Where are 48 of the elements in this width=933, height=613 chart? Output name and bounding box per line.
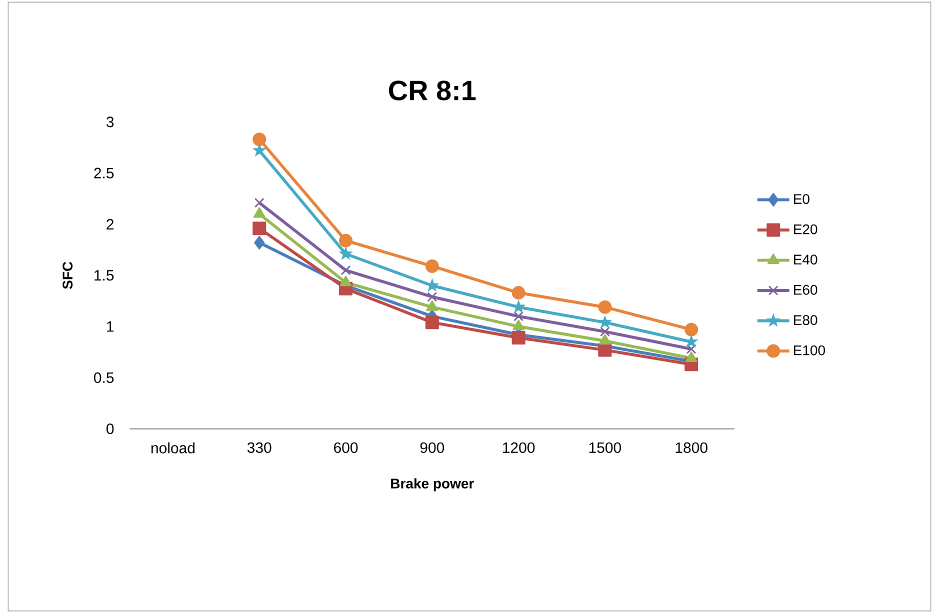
x-axis-title: Brake power [391,478,474,492]
legend-label: E60 [794,284,818,295]
point [685,351,698,362]
point [598,314,612,328]
point [512,320,524,330]
y-tick-label: 3 [106,116,114,128]
y-tick-label: 2 [106,218,114,230]
x-tick-label: 600 [334,442,358,453]
y-tick-label: 1.5 [94,270,114,281]
chart-title: CR 8:1 [388,80,476,100]
x-tick-label: 1800 [676,442,708,453]
point [598,343,612,357]
point [514,311,524,322]
legend-label: E40 [794,254,818,264]
x-tick-label: 330 [247,442,272,453]
point [254,198,264,208]
point [425,316,439,330]
point [252,222,266,236]
point [253,207,266,218]
y-tick-label: 2.5 [94,168,114,178]
point [340,265,351,276]
y-axis-title: SFC [62,262,73,289]
point [599,334,611,345]
legend-label: E80 [794,315,818,325]
y-tick-label: 1 [107,321,114,332]
y-tick-label: 0 [106,423,114,434]
point [426,300,438,311]
point [425,259,439,273]
point [512,286,526,300]
x-tick-label: 1200 [503,442,535,453]
point [252,132,266,146]
point [338,246,353,260]
point [684,322,698,336]
point [339,234,353,248]
x-tick-label: 900 [420,442,444,453]
legend-label: E0 [794,194,810,204]
legend-label: E100 [794,345,825,356]
point [254,236,265,250]
point [600,326,610,337]
point [512,330,526,344]
point [598,300,612,314]
point [686,344,696,354]
legend-label: E20 [794,224,818,234]
x-tick-label: noload [151,442,195,454]
point [340,276,352,286]
point [427,292,438,302]
y-tick-label: 0.5 [94,372,114,383]
x-tick-label: 1500 [589,442,622,453]
